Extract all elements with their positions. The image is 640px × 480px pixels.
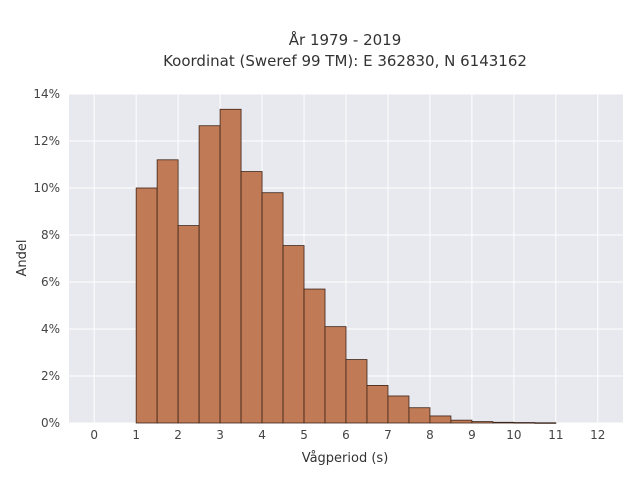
histogram-bar: [492, 421, 515, 424]
histogram-bar: [303, 288, 326, 424]
histogram-bar: [135, 187, 158, 424]
x-tick-label: 9: [468, 428, 476, 442]
y-tick-label: 6%: [41, 275, 60, 289]
histogram-bar: [366, 384, 389, 424]
histogram-bar: [471, 421, 494, 424]
y-tick-label: 2%: [41, 369, 60, 383]
x-tick-label: 3: [216, 428, 224, 442]
histogram-bar: [240, 171, 263, 424]
chart-title: År 1979 - 2019: [289, 30, 402, 49]
x-tick-label: 4: [258, 428, 266, 442]
histogram-bar: [261, 192, 284, 424]
y-tick-label: 0%: [41, 416, 60, 430]
histogram-bar: [429, 415, 452, 424]
histogram-bar: [282, 245, 305, 424]
x-tick-label: 11: [548, 428, 563, 442]
y-tick-label: 12%: [33, 134, 60, 148]
x-tick-label: 0: [90, 428, 98, 442]
y-tick-label: 8%: [41, 228, 60, 242]
x-tick-label: 2: [174, 428, 182, 442]
histogram-bar: [345, 359, 368, 424]
histogram-bar: [450, 419, 473, 424]
histogram-bar: [534, 422, 557, 424]
x-tick-label: 6: [342, 428, 350, 442]
histogram-bar: [156, 159, 179, 424]
y-axis-label: Andel: [15, 240, 30, 277]
histogram-bar: [513, 422, 536, 424]
y-axis-ticks: 0% 2% 4% 6% 8% 10% 12% 14%: [33, 87, 60, 430]
histogram-bar: [177, 225, 200, 424]
bars: [135, 108, 557, 424]
y-tick-label: 4%: [41, 322, 60, 336]
x-tick-label: 8: [426, 428, 434, 442]
x-tick-label: 5: [300, 428, 308, 442]
x-axis-label: Vågperiod (s): [302, 451, 389, 466]
x-tick-label: 10: [506, 428, 521, 442]
chart-subtitle: Koordinat (Sweref 99 TM): E 362830, N 61…: [163, 52, 527, 70]
histogram-bar: [387, 395, 410, 424]
y-tick-label: 14%: [33, 87, 60, 101]
histogram-bar: [219, 108, 242, 424]
x-tick-label: 1: [132, 428, 140, 442]
histogram-bar: [324, 326, 347, 424]
x-axis-ticks: 0 1 2 3 4 5 6 7 8 9 10 11 12: [90, 428, 605, 442]
x-tick-label: 7: [384, 428, 392, 442]
x-tick-label: 12: [590, 428, 605, 442]
y-tick-label: 10%: [33, 181, 60, 195]
histogram-bar: [198, 125, 221, 424]
histogram-bar: [408, 407, 431, 424]
